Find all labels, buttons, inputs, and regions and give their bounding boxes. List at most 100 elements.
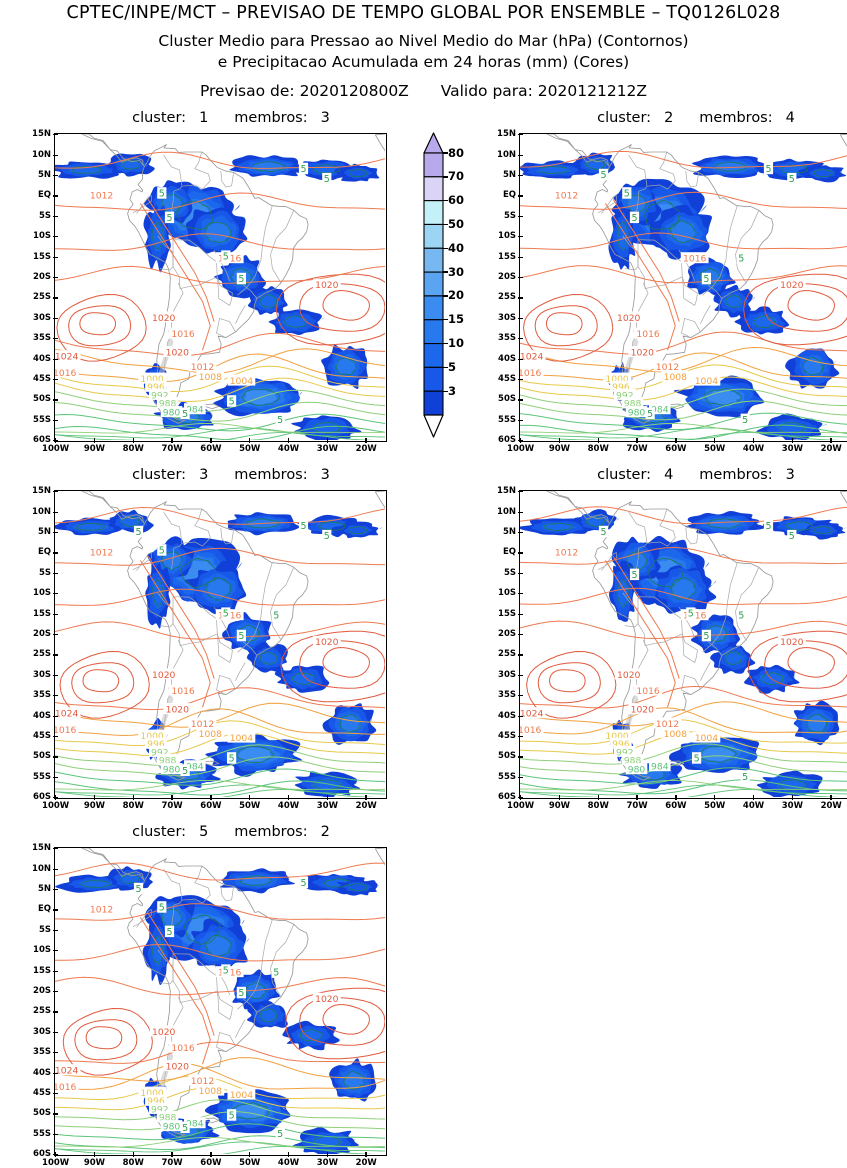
svg-text:1012: 1012 [90, 904, 113, 915]
y-axis-tick [53, 511, 58, 513]
colorbar-tick [443, 176, 448, 178]
y-axis-tick [53, 572, 58, 575]
svg-text:984: 984 [186, 1119, 204, 1130]
svg-text:1024: 1024 [55, 1066, 78, 1077]
y-axis-tick-label: 40S [33, 710, 51, 721]
x-axis-tick [830, 795, 832, 800]
x-axis-tick [287, 795, 290, 800]
y-axis-tick-label: 15S [498, 251, 516, 262]
x-axis-tick [597, 438, 599, 443]
svg-text:5: 5 [182, 1123, 188, 1134]
membros-label: membros: [234, 467, 308, 483]
x-axis-tick [210, 438, 212, 443]
svg-text:5: 5 [600, 527, 606, 538]
svg-text:996: 996 [612, 382, 630, 393]
cluster-value: 3 [199, 467, 209, 483]
x-axis-tick [714, 795, 716, 800]
x-axis-tick [791, 438, 794, 443]
svg-text:5: 5 [624, 189, 630, 200]
y-axis-tick-label: 50S [498, 751, 516, 762]
panel-title-cluster-2: cluster: 2 membros: 4 [525, 108, 847, 128]
svg-text:988: 988 [624, 756, 642, 767]
y-axis-tick [53, 909, 58, 911]
svg-text:992: 992 [616, 747, 634, 758]
y-axis-tick [518, 134, 523, 136]
x-axis-tick [287, 438, 290, 443]
map-panel-cluster-4[interactable]: 1012101610201024101610201016102010121008… [519, 490, 847, 800]
colorbar-tick [443, 342, 448, 345]
y-axis-tick-label: 5N [37, 169, 51, 180]
map-plot-area: 1012101610201024101610201016102010121008… [55, 491, 385, 797]
y-axis-tick [518, 419, 523, 422]
x-axis-tick-label: 100W [42, 444, 70, 454]
x-axis-tick-label: 20W [355, 801, 377, 811]
membros-label: membros: [699, 110, 773, 126]
page-title: CPTEC/INPE/MCT – PREVISAO DE TEMPO GLOBA… [66, 3, 781, 23]
map-panel-cluster-5[interactable]: 1012101610201024101610201016102010121008… [54, 847, 388, 1157]
x-axis-tick-label: 70W [161, 444, 183, 454]
x-axis-tick [558, 438, 561, 443]
cluster-label: cluster: [597, 467, 652, 483]
y-axis-tick [518, 633, 523, 636]
y-axis-tick [53, 674, 58, 677]
svg-text:1020: 1020 [315, 280, 339, 291]
y-axis-tick-label: 5N [502, 526, 516, 537]
y-axis-tick [53, 715, 58, 717]
svg-text:5: 5 [229, 1111, 235, 1122]
svg-text:5: 5 [600, 170, 606, 181]
membros-value: 4 [785, 110, 795, 126]
forecast-times: Previsao de: 2020120800Z Valido para: 20… [0, 82, 847, 100]
y-axis-tick-label: 25S [33, 649, 51, 660]
x-axis-tick [365, 1152, 367, 1157]
svg-text:1012: 1012 [555, 190, 578, 201]
svg-text:5: 5 [765, 164, 771, 175]
svg-text:1024: 1024 [55, 352, 78, 363]
svg-text:996: 996 [147, 1096, 165, 1107]
y-axis-tick [53, 399, 58, 401]
y-axis-tick-label: EQ [37, 190, 51, 201]
y-axis-tick-label: 50S [498, 394, 516, 405]
y-axis-tick-label: 15N [32, 843, 51, 854]
y-axis-tick-label: 45S [498, 373, 516, 384]
y-axis-tick-label: 10S [33, 945, 51, 956]
svg-text:5: 5 [182, 409, 188, 420]
svg-text:992: 992 [616, 390, 634, 401]
y-axis-tick-label: 55S [33, 414, 51, 425]
colorbar-tick-label: 60 [448, 193, 465, 208]
x-axis-tick-label: 70W [626, 444, 648, 454]
x-axis-tick-label: 20W [355, 1158, 377, 1168]
x-axis-tick-label: 60W [665, 444, 687, 454]
y-axis-tick [53, 868, 58, 870]
svg-text:5: 5 [324, 531, 330, 542]
x-axis-tick [714, 438, 716, 443]
x-axis-tick [675, 795, 677, 800]
y-axis-tick-label: 40S [498, 353, 516, 364]
x-axis-tick-label: 60W [200, 801, 222, 811]
svg-text:1012: 1012 [90, 190, 113, 201]
colorbar-tick-label: 70 [448, 169, 465, 184]
x-axis-tick-label: 50W [239, 444, 261, 454]
x-axis-tick [132, 1152, 134, 1157]
panel-title-cluster-4: cluster: 4 membros: 3 [525, 465, 847, 485]
map-panel-cluster-3[interactable]: 1012101610201024101610201016102010121008… [54, 490, 388, 800]
colorbar-tick-label: 30 [448, 264, 465, 279]
y-axis-tick-label: 55S [33, 1128, 51, 1139]
map-panel-cluster-2[interactable]: 1012 1016 1020 1024 1016 1020 1016 1020 1012 1008… [519, 133, 847, 443]
y-axis-tick [518, 338, 523, 340]
colorbar-tick [443, 152, 448, 154]
map-panel-cluster-1[interactable]: 1012101610201024101610201016102010121008… [54, 133, 388, 443]
svg-text:1020: 1020 [166, 348, 190, 359]
y-axis-tick [518, 378, 523, 381]
svg-text:1020: 1020 [166, 1062, 190, 1073]
x-axis-tick [54, 438, 57, 443]
y-axis-tick-label: 50S [33, 1108, 51, 1119]
y-axis-tick [518, 491, 523, 493]
y-axis-tick-label: 40S [33, 353, 51, 364]
svg-text:984: 984 [651, 762, 669, 773]
svg-text:1004: 1004 [230, 376, 254, 387]
y-axis-tick [53, 1031, 58, 1034]
y-axis-tick-label: 5S [503, 210, 516, 221]
svg-text:980: 980 [628, 765, 646, 776]
x-axis-tick-label: 100W [42, 801, 70, 811]
svg-text:5: 5 [159, 189, 165, 200]
